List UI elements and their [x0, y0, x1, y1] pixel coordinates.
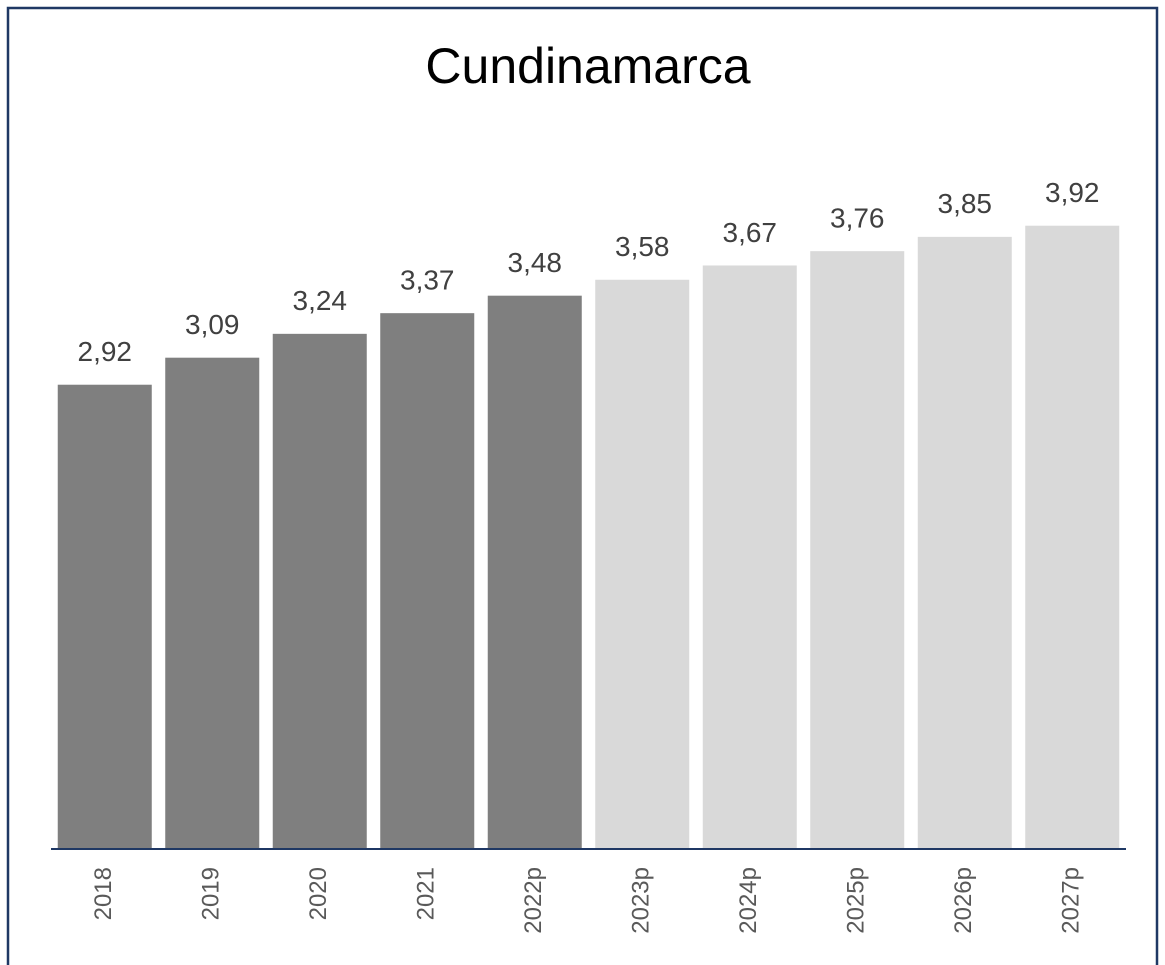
bar [165, 357, 260, 849]
value-label: 3,85 [938, 188, 993, 219]
bar [380, 313, 475, 849]
value-label: 2,92 [78, 336, 133, 367]
x-tick-label: 2023p [628, 867, 655, 934]
x-tick-label: 2024p [735, 867, 762, 934]
value-label: 3,09 [185, 309, 240, 340]
x-tick-label: 2027p [1058, 867, 1085, 934]
x-tick-label: 2020 [305, 867, 332, 920]
value-label: 3,48 [508, 247, 563, 278]
value-label: 3,92 [1045, 177, 1100, 208]
bar [1025, 225, 1120, 850]
x-tick-label: 2021 [413, 867, 440, 920]
value-label: 3,67 [723, 217, 778, 248]
bar [57, 384, 152, 849]
bar [487, 295, 582, 849]
value-label: 3,37 [400, 265, 455, 296]
value-label: 3,24 [293, 285, 348, 316]
chart-title: Cundinamarca [425, 38, 750, 94]
value-label: 3,58 [615, 231, 670, 262]
bar [702, 265, 797, 850]
x-tick-label: 2018 [90, 867, 117, 920]
x-tick-label: 2025p [843, 867, 870, 934]
bar [917, 236, 1012, 850]
bar [810, 251, 905, 849]
bar [272, 333, 367, 850]
x-tick-label: 2019 [198, 867, 225, 920]
x-tick-label: 2022p [520, 867, 547, 934]
x-tick-label: 2026p [950, 867, 977, 934]
value-label: 3,76 [830, 203, 885, 234]
bar [595, 279, 690, 849]
